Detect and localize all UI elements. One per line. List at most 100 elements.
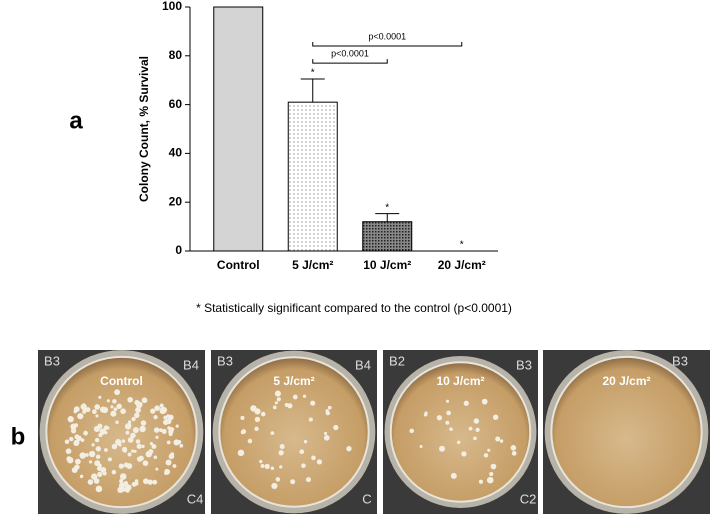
colony [275,477,281,482]
colony [127,420,132,424]
colony [141,444,145,448]
colony [327,405,332,410]
colony [107,457,112,462]
colony [346,446,352,452]
colony [299,449,305,455]
significance-mark: * [385,202,389,213]
well-label: C [362,491,371,506]
x-tick-label: 20 J/cm² [438,258,486,272]
bar [362,221,413,252]
plate-agar [45,355,198,509]
colony [166,440,171,445]
colony [445,420,450,425]
colony [279,444,285,450]
colony [511,450,517,456]
photo-label: 20 J/cm² [602,374,650,388]
colony [125,430,130,435]
colony [463,400,469,406]
colony [98,432,103,438]
colony [305,477,312,483]
colony [97,423,103,429]
colony [65,448,72,455]
colony [131,449,135,453]
colony [159,403,164,408]
well-label: B2 [389,353,405,368]
colony [323,434,330,441]
colony [237,449,245,457]
well-label: B3 [516,357,532,372]
footnote: * Statistically significant compared to … [196,301,512,315]
colony [97,471,103,477]
colony [145,450,152,458]
colony [446,410,451,416]
x-tick-label: 10 J/cm² [363,258,411,272]
well-label: B4 [183,357,199,372]
colony [140,420,147,426]
colony [264,463,270,470]
colony [323,431,328,436]
colony [445,399,450,403]
colony [94,404,100,410]
colony [79,452,86,459]
colony [95,414,99,418]
colony [436,415,443,421]
colony [85,453,89,457]
colony [111,469,117,475]
y-tick-label: 40 [169,146,183,160]
colony [134,427,139,432]
colony [117,486,124,494]
colony [173,439,180,446]
colony [316,459,323,465]
colony [114,389,121,396]
colony [499,439,504,443]
colony [154,405,160,411]
significance-mark: * [460,240,464,251]
colony [155,467,159,471]
photo-label: 10 J/cm² [436,374,484,388]
colony [118,463,124,469]
colony [110,405,114,409]
colony [87,479,94,485]
colony [124,484,132,491]
colony [134,412,140,419]
colony [111,443,118,450]
colony [106,426,110,430]
colony [115,420,119,424]
colony [104,448,108,452]
well-label: B3 [44,353,60,368]
colony [164,468,171,475]
colony [325,409,329,413]
colony [74,434,80,440]
colony [333,424,339,431]
colony [91,473,98,480]
colony [100,467,107,473]
colony [85,407,91,413]
colony [95,446,102,452]
colony [124,423,132,430]
colony [71,467,78,473]
photo-label: 5 J/cm² [273,374,314,388]
colony [123,481,129,486]
colony [409,428,415,434]
colony [98,463,102,468]
colony [118,443,122,447]
colony [119,479,124,484]
colony [135,407,141,413]
well-label: C4 [187,491,204,506]
colony [152,479,158,485]
colony [159,407,167,415]
colony [153,414,158,420]
colony [141,397,148,404]
colony [490,463,497,470]
colony [486,476,494,484]
colony [147,479,153,485]
colony [82,406,87,411]
colony [153,455,158,460]
colony [303,439,308,444]
colony [260,464,265,468]
colony [481,398,488,405]
colony [310,400,316,406]
colony [168,432,173,437]
colony [274,401,279,405]
